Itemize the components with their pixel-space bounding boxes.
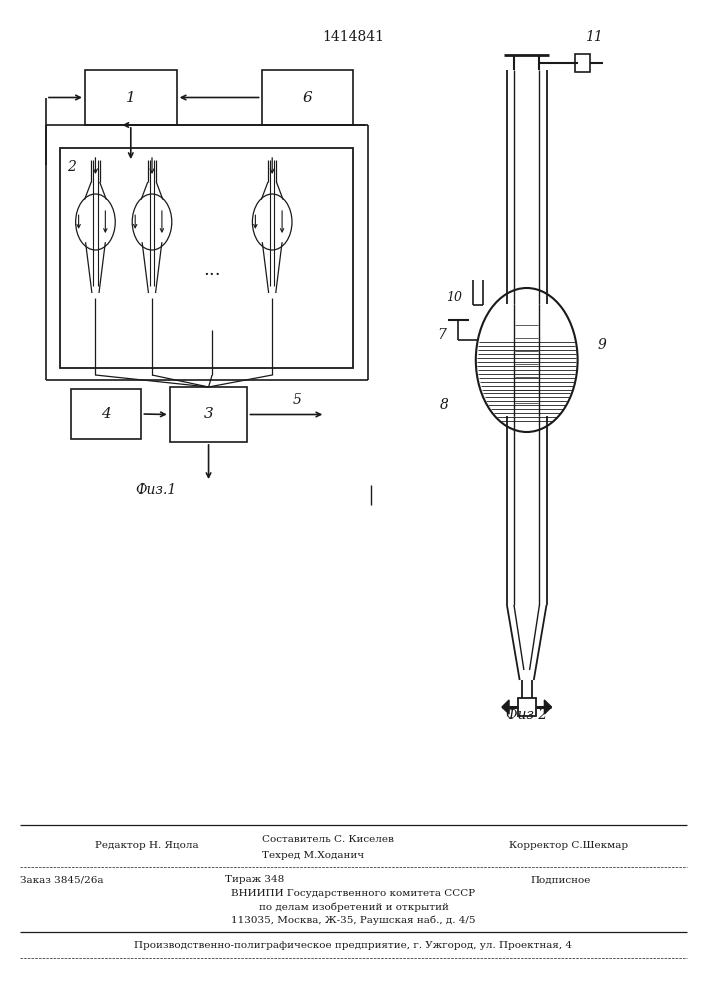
Text: Редактор Н. Яцола: Редактор Н. Яцола bbox=[95, 840, 199, 850]
Bar bbox=[262, 70, 354, 125]
Text: Физ 2: Физ 2 bbox=[506, 708, 547, 722]
Bar bbox=[60, 148, 354, 368]
Bar bbox=[85, 70, 177, 125]
Text: по делам изобретений и открытий: по делам изобретений и открытий bbox=[259, 902, 448, 912]
Text: Подписное: Подписное bbox=[530, 876, 590, 884]
Text: Техред М.Ходанич: Техред М.Ходанич bbox=[262, 850, 363, 859]
Bar bbox=[170, 387, 247, 442]
Bar bbox=[71, 389, 141, 439]
Text: 2: 2 bbox=[67, 160, 76, 174]
Text: 6: 6 bbox=[303, 91, 312, 104]
Text: 9: 9 bbox=[598, 338, 607, 352]
Text: 1: 1 bbox=[126, 91, 136, 104]
Text: 7: 7 bbox=[438, 328, 446, 342]
Text: 4: 4 bbox=[101, 407, 111, 421]
Text: Тираж 348: Тираж 348 bbox=[225, 876, 284, 884]
Text: Составитель С. Киселев: Составитель С. Киселев bbox=[262, 834, 394, 844]
Text: Производственно-полиграфическое предприятие, г. Ужгород, ул. Проектная, 4: Производственно-полиграфическое предприя… bbox=[134, 940, 573, 950]
Text: 1414841: 1414841 bbox=[322, 30, 385, 44]
Text: ВНИИПИ Государственного комитета СССР: ВНИИПИ Государственного комитета СССР bbox=[231, 890, 476, 898]
Text: 5: 5 bbox=[293, 392, 301, 406]
Text: ...: ... bbox=[204, 261, 221, 279]
Bar bbox=[518, 698, 536, 716]
Bar bbox=[575, 54, 590, 72]
Text: 113035, Москва, Ж-35, Раушская наб., д. 4/5: 113035, Москва, Ж-35, Раушская наб., д. … bbox=[231, 915, 476, 925]
Text: 10: 10 bbox=[447, 291, 462, 304]
Text: 8: 8 bbox=[440, 398, 448, 412]
Polygon shape bbox=[544, 700, 551, 714]
Text: 3: 3 bbox=[204, 408, 214, 422]
Polygon shape bbox=[502, 700, 509, 714]
Text: Корректор С.Шекмар: Корректор С.Шекмар bbox=[509, 840, 628, 850]
Text: 11: 11 bbox=[585, 30, 603, 44]
Text: Заказ 3845/26а: Заказ 3845/26а bbox=[20, 876, 103, 884]
Text: Физ.1: Физ.1 bbox=[135, 483, 176, 497]
